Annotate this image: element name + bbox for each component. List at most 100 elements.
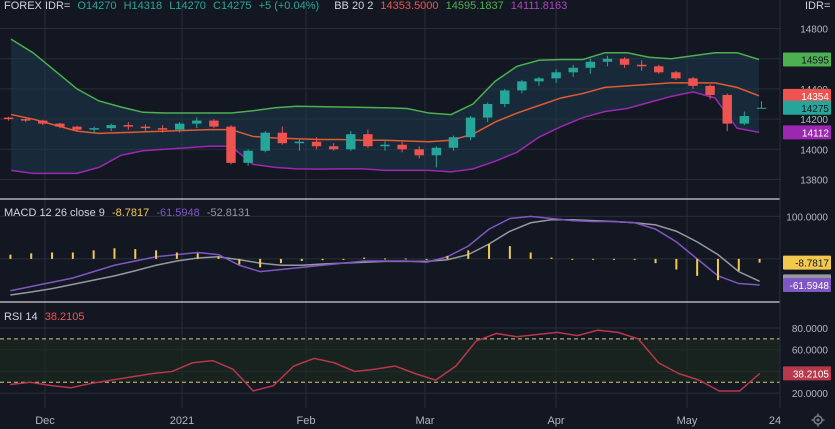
candle-body <box>585 61 596 68</box>
y-tick-label: 14800 <box>800 25 828 36</box>
bb-label[interactable]: BB 20 2 <box>334 0 374 12</box>
candle-body <box>500 90 510 104</box>
open-value: O14270 <box>77 0 117 12</box>
candle-body <box>3 117 14 120</box>
candle-body <box>328 146 339 150</box>
candle-body <box>756 107 767 109</box>
bb-lower-value: 14111.8163 <box>510 0 568 12</box>
rsi-header: RSI 14 38.2105 <box>4 311 88 323</box>
x-tick-label: Apr <box>547 415 564 427</box>
rsi-line <box>10 329 761 392</box>
macd-hist-bar <box>9 254 12 259</box>
candle-body <box>688 78 698 86</box>
symbol-label[interactable]: FOREX IDR= <box>4 0 71 12</box>
macd-hist-bar <box>196 253 199 259</box>
macd-hist-bar <box>612 258 615 260</box>
macd-label[interactable]: MACD 12 26 close 9 <box>4 207 105 219</box>
macd-histogram <box>9 244 761 281</box>
macd-hist-bar <box>363 257 366 259</box>
candle-body <box>192 120 202 124</box>
macd-hist-bar <box>404 258 407 260</box>
candle-body <box>226 126 236 163</box>
candle-body <box>174 123 185 130</box>
bb-basis-value: 14353.5000 <box>380 0 439 12</box>
candle-body <box>106 125 116 129</box>
macd-hist-bar <box>550 257 553 259</box>
candle-body <box>260 132 270 151</box>
value-tag-label: 14354 <box>801 92 829 103</box>
macd-hist-bar <box>384 258 386 260</box>
candle-body <box>722 94 732 124</box>
rsi-band <box>0 338 780 383</box>
value-tag-bg <box>783 52 831 67</box>
value-tag-bg <box>783 255 831 270</box>
bollinger-band-area <box>11 39 759 174</box>
candle-body <box>72 126 82 130</box>
value-tag-label: 14275 <box>801 104 829 115</box>
rsi-label[interactable]: RSI 14 <box>4 311 38 323</box>
bb-upper-line <box>10 38 760 116</box>
candle-body <box>448 137 459 148</box>
candle-body <box>671 72 681 79</box>
bb-upper-value: 14595.1837 <box>445 0 504 12</box>
value-tag-label: -61.5948 <box>790 281 830 292</box>
currency-label: IDR= <box>805 0 831 12</box>
macd-hist-bar <box>71 252 74 259</box>
macd-line <box>10 215 760 292</box>
macd-hist-bar <box>300 258 303 261</box>
y-tick-label: 20.0000 <box>792 389 829 400</box>
x-tick-label: May <box>677 415 698 427</box>
y-tick-label: 13800 <box>800 175 828 186</box>
x-tick-label: 2021 <box>170 415 194 427</box>
macd-hist-bar <box>592 258 595 260</box>
candle-body <box>551 72 561 79</box>
x-tick-label: 24 <box>769 415 781 427</box>
candle-body <box>568 67 578 73</box>
macd-hist-bar <box>238 258 241 265</box>
candle-body <box>20 119 31 121</box>
candle-body <box>739 116 750 124</box>
macd-hist-bar <box>92 250 95 259</box>
candle-body <box>157 128 168 130</box>
macd-hist-bar <box>155 250 158 259</box>
bb-lower-line <box>10 91 760 175</box>
candle-body <box>140 126 151 129</box>
candle-body <box>602 58 613 62</box>
macd-header: MACD 12 26 close 9 -8.7817 -61.5948 -52.… <box>4 207 254 219</box>
bollinger-fill <box>11 39 759 174</box>
macd-hist-bar <box>508 246 511 259</box>
candle-body <box>89 128 99 130</box>
macd-hist-bar <box>113 248 116 259</box>
macd-hist-bar <box>425 258 428 260</box>
candle-body <box>705 85 715 95</box>
value-tag-bg <box>783 100 831 115</box>
macd-hist-bar <box>529 252 532 259</box>
y-tick-label: 80.0000 <box>792 324 829 335</box>
y-tick-label: 100.0000 <box>786 212 828 223</box>
candles <box>3 55 767 168</box>
macd-hist-bar <box>716 258 719 281</box>
change-value: +5 (+0.04%) <box>258 0 320 12</box>
value-tag-label: 14595 <box>801 55 829 66</box>
candle-body <box>431 147 442 156</box>
close-value: C14275 <box>213 0 252 12</box>
candle-body <box>482 104 493 118</box>
y-tick-label: 60.0000 <box>792 346 829 357</box>
y-tick-label: 14200 <box>800 115 828 126</box>
value-tag-bg <box>783 366 831 381</box>
macd-hist-bar <box>217 256 220 259</box>
macd-hist-bar <box>321 258 324 261</box>
macd-line-value: -61.5948 <box>156 207 200 219</box>
candle-body <box>534 78 544 82</box>
candle-body <box>363 134 373 147</box>
macd-hist-bar <box>654 258 657 264</box>
candle-body <box>654 66 664 73</box>
x-tick-label: Feb <box>297 415 316 427</box>
x-tick-label: Mar <box>416 415 435 427</box>
macd-hist-value: -8.7817 <box>111 207 150 219</box>
candle-body <box>397 144 407 150</box>
candle-body <box>123 125 134 127</box>
candle-body <box>55 123 65 127</box>
settings-gear-icon[interactable] <box>811 413 825 427</box>
